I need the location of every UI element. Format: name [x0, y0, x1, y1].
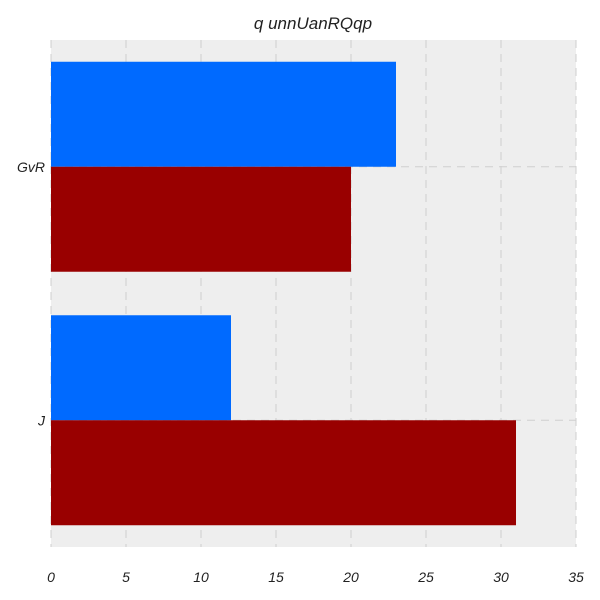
- x-tick-label: 20: [342, 569, 359, 585]
- bar-gvr-series-1: [51, 61, 396, 167]
- y-tick-label: J: [37, 412, 46, 428]
- bars: [51, 61, 516, 526]
- bar-gvr-series-2: [51, 166, 351, 272]
- y-tick-label: GvR: [17, 159, 45, 175]
- x-axis-ticks: 0 5 10 15 20 25 30 35: [47, 569, 584, 585]
- bar-j-series-1: [51, 315, 231, 421]
- x-tick-label: 25: [417, 569, 434, 585]
- bar-j-series-2: [51, 420, 516, 526]
- y-axis-ticks: GvR J: [17, 159, 46, 429]
- x-tick-label: 30: [493, 569, 509, 585]
- x-tick-label: 15: [268, 569, 284, 585]
- x-tick-label: 35: [568, 569, 584, 585]
- chart-title: q unnUanRQqp: [254, 14, 372, 33]
- x-tick-label: 5: [122, 569, 130, 585]
- x-tick-label: 10: [193, 569, 209, 585]
- x-tick-label: 0: [47, 569, 55, 585]
